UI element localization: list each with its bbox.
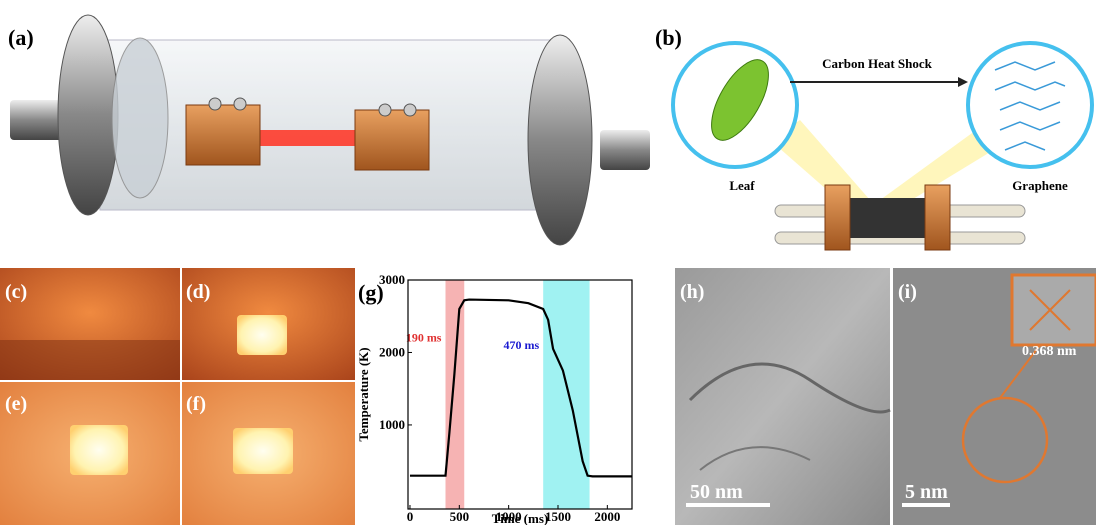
x-tick-label: 2000 [594, 509, 620, 524]
panel-label: (d) [186, 281, 210, 303]
lattice-spacing: 0.368 nm [1022, 344, 1077, 359]
x-axis-title: Time (ms) [492, 511, 548, 525]
scale-bar-label: 5 nm [905, 481, 948, 503]
span-label: 190 ms [406, 331, 442, 345]
y-tick-label: 1000 [379, 417, 405, 432]
x-tick-label: 0 [407, 509, 414, 524]
panel-label: (a) [8, 25, 34, 50]
source-label: Leaf [729, 178, 755, 193]
heat-shock-schematic [673, 43, 1092, 250]
panel-label: (h) [680, 281, 704, 303]
process-label: Carbon Heat Shock [822, 56, 933, 71]
x-tick-label: 1500 [545, 509, 571, 524]
photo-grid [0, 268, 355, 525]
shaded-span [543, 280, 589, 509]
panel-label: (g) [358, 280, 384, 305]
shaded-span [445, 280, 464, 509]
y-tick-label: 2000 [379, 344, 405, 359]
panel-label: (e) [5, 393, 27, 415]
span-label: 470 ms [504, 338, 540, 352]
y-axis-title: Temperature (K) [356, 347, 371, 441]
x-tick-label: 500 [450, 509, 470, 524]
reactor-illustration [10, 15, 650, 245]
product-label: Graphene [1012, 178, 1068, 193]
panel-label: (i) [898, 281, 917, 303]
panel-label: (c) [5, 281, 27, 303]
figure: (a) (b) Carbon Heat Shock Leaf Graphene … [0, 0, 1096, 525]
panel-label: (b) [655, 25, 682, 50]
scale-bar-label: 50 nm [690, 481, 743, 503]
panel-label: (f) [186, 393, 206, 415]
